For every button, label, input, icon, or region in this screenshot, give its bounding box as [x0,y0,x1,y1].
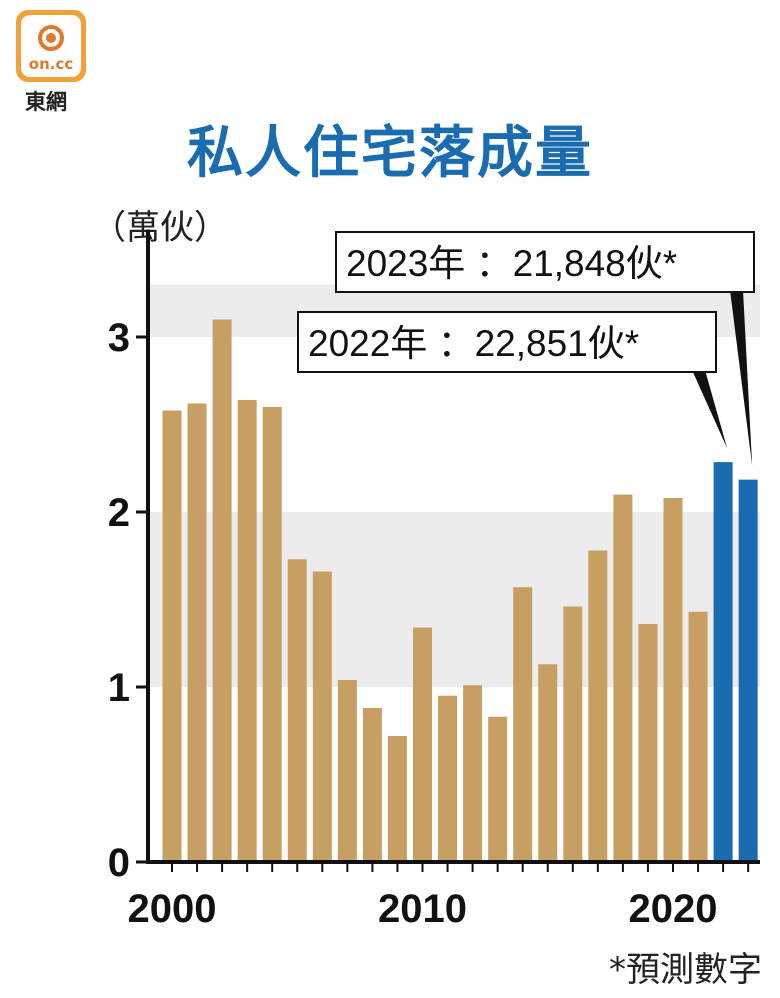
logo-dot-icon [46,33,56,43]
bar-2019 [638,624,658,862]
bar-2000 [162,410,182,862]
forecast-bar-2022 [713,462,733,862]
x-tick-label-2020: 2020 [629,887,718,931]
chart-title: 私人住宅落成量 [187,121,593,186]
bar-2005 [287,559,307,862]
bar-2008 [362,708,382,862]
bar-2003 [237,400,257,862]
y-tick-label-0: 0 [108,841,130,885]
bar-2010 [413,627,432,862]
oncc-logo: on.cc [16,10,86,82]
x-tick-label-2000: 2000 [128,887,217,931]
logo-inner: on.cc [21,15,81,77]
brand-name: 東網 [25,90,67,114]
axes: 0 1 2 3 2000 2010 2020 [108,229,760,931]
bar-2001 [187,403,207,862]
forecast-bar-2023 [738,479,758,862]
x-tick-label-2010: 2010 [378,887,467,931]
bar-2009 [387,736,407,862]
bar-2004 [262,407,282,862]
bar-2017 [588,550,608,862]
y-axis-unit-label: （萬伙） [92,208,228,248]
callout-box-2022 [297,311,717,373]
bar-2015 [538,664,558,862]
y-tick-label-1: 1 [108,666,130,710]
callout-label-2023: 2023年 ：21,848伙* [346,243,677,284]
bar-2018 [613,494,633,862]
bar-2006 [312,571,332,862]
y-tick-label-3: 3 [108,316,130,360]
bar-2011 [438,695,458,862]
callout-box-2023 [335,231,755,293]
logo-text: on.cc [28,55,74,73]
logo-ring-icon [38,25,64,51]
callout-pointer-2022 [692,370,728,449]
bar-2021 [688,611,708,862]
annotations: 2023年 ：21,848伙* 2022年 ：22,851伙* [297,231,755,466]
y-tick-label-2: 2 [108,491,130,535]
forecast-footnote: *預測數字 [609,950,762,990]
bar-2012 [463,685,483,862]
callout-label-2022: 2022年 ：22,851伙* [308,323,639,364]
bar-2002 [212,319,232,862]
bars [162,319,758,862]
callout-pointer-2023 [730,290,753,466]
bar-2013 [488,716,508,862]
bar-2016 [563,606,583,862]
bar-2014 [513,587,533,862]
bar-2007 [337,680,357,862]
bar-2020 [663,498,683,862]
